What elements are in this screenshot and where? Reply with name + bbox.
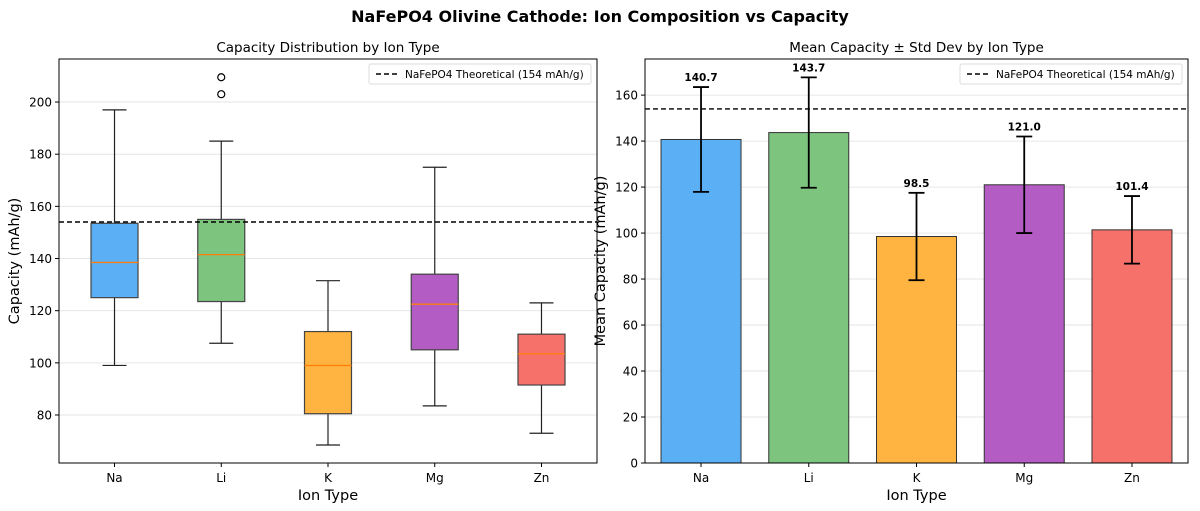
iqr-box bbox=[303, 330, 353, 415]
x-tick-label: Li bbox=[804, 471, 814, 485]
y-tick-label: 120 bbox=[615, 181, 638, 195]
x-tick-label: K bbox=[913, 471, 922, 485]
box-Mg bbox=[410, 166, 459, 407]
bar-group-Mg: 121.0 bbox=[983, 121, 1065, 464]
box-Na bbox=[90, 109, 139, 367]
y-tick-label: 20 bbox=[623, 411, 638, 425]
bar-group-Zn: 101.4 bbox=[1091, 181, 1173, 464]
legend: NaFePO4 Theoretical (154 mAh/g) bbox=[959, 63, 1183, 85]
x-tick-label: Na bbox=[106, 471, 122, 485]
x-tick-label: Li bbox=[216, 471, 226, 485]
axes-frame bbox=[58, 58, 598, 464]
y-tick-label: 80 bbox=[37, 409, 52, 423]
x-tick-label: Na bbox=[693, 471, 709, 485]
box-K bbox=[303, 280, 353, 446]
y-tick-label: 200 bbox=[29, 96, 52, 110]
data-label: 98.5 bbox=[904, 178, 930, 190]
y-tick-label: 180 bbox=[29, 148, 52, 162]
x-tick-label: Mg bbox=[426, 471, 444, 485]
barchart-panel: 0 20 40 60 80 100 120 140 160 Na Li K Mg Zn Mean Capac… bbox=[593, 40, 1189, 504]
y-tick-label: 120 bbox=[29, 304, 52, 318]
bar-group-K: 98.5 bbox=[876, 178, 957, 464]
iqr-box bbox=[517, 333, 566, 386]
x-axis-label: Ion Type bbox=[298, 488, 358, 504]
boxplot-panel: 80 100 120 140 160 180 200 Na Li K Mg Zn Capacity Di… bbox=[7, 40, 598, 504]
axes-frame bbox=[644, 58, 1189, 464]
outlier-point bbox=[217, 90, 226, 99]
x-axis-label: Ion Type bbox=[886, 488, 946, 504]
x-tick-label: Zn bbox=[534, 471, 550, 485]
legend-box bbox=[368, 63, 592, 85]
bar-group-Na: 140.7 bbox=[660, 72, 742, 464]
iqr-box bbox=[410, 273, 459, 351]
x-tick-label: Zn bbox=[1124, 471, 1140, 485]
y-tick-label: 160 bbox=[615, 89, 638, 103]
data-label: 121.0 bbox=[1008, 121, 1041, 133]
y-tick-label: 160 bbox=[29, 200, 52, 214]
axes-title: Capacity Distribution by Ion Type bbox=[216, 40, 439, 56]
y-tick-label: 100 bbox=[615, 227, 638, 241]
figure-title: NaFePO4 Olivine Cathode: Ion Composition… bbox=[351, 7, 849, 26]
outlier-point bbox=[217, 73, 226, 82]
iqr-box bbox=[90, 222, 139, 299]
data-label: 143.7 bbox=[792, 62, 825, 74]
axes-title: Mean Capacity ± Std Dev by Ion Type bbox=[789, 40, 1044, 56]
bar bbox=[1091, 229, 1173, 464]
data-label: 101.4 bbox=[1115, 181, 1148, 193]
y-tick-label: 0 bbox=[630, 457, 638, 471]
bar bbox=[660, 138, 742, 464]
legend: NaFePO4 Theoretical (154 mAh/g) bbox=[368, 63, 592, 85]
bar-group-Li: 143.7 bbox=[768, 62, 850, 464]
y-tick-label: 60 bbox=[623, 319, 638, 333]
y-axis-label: Capacity (mAh/g) bbox=[7, 198, 23, 325]
y-tick-label: 140 bbox=[615, 135, 638, 149]
box-Zn bbox=[517, 302, 566, 434]
y-tick-label: 140 bbox=[29, 252, 52, 266]
legend-label: NaFePO4 Theoretical (154 mAh/g) bbox=[996, 69, 1175, 81]
y-axis-label: Mean Capacity (mAh/g) bbox=[593, 176, 609, 347]
legend-label: NaFePO4 Theoretical (154 mAh/g) bbox=[405, 69, 584, 81]
data-label: 140.7 bbox=[684, 72, 717, 84]
y-tick-label: 100 bbox=[29, 356, 52, 370]
iqr-box bbox=[197, 218, 246, 303]
box-Li bbox=[197, 73, 246, 344]
y-tick-label: 80 bbox=[623, 273, 638, 287]
x-tick-label: K bbox=[324, 471, 333, 485]
y-tick-label: 40 bbox=[623, 365, 638, 379]
legend-box bbox=[959, 63, 1183, 85]
x-tick-label: Mg bbox=[1015, 471, 1033, 485]
